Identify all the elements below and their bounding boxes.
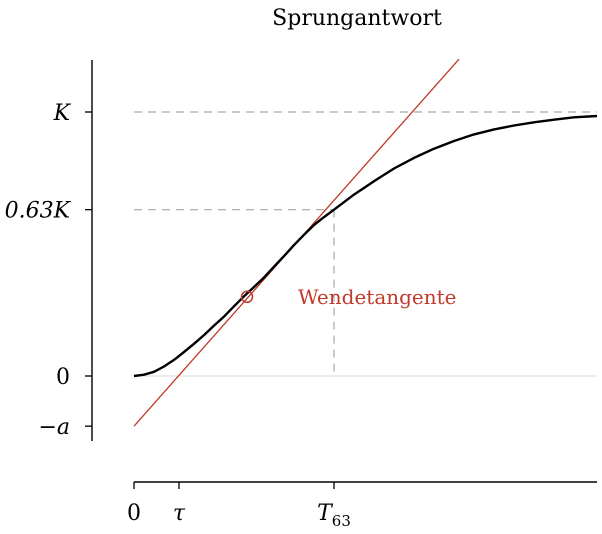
y-tick-label: 0 (56, 365, 70, 390)
x-tick-label: τ (173, 501, 186, 526)
y-tick-label: −a (38, 415, 70, 440)
tangent-annotation: Wendetangente (298, 285, 457, 309)
y-tick-label: K (53, 101, 72, 126)
x-tick-label: T63 (317, 501, 351, 530)
x-tick-label: 0 (127, 501, 141, 526)
chart-title: Sprungantwort (272, 6, 442, 31)
response-curve (133, 114, 598, 378)
y-tick-label: 0.63K (5, 199, 72, 224)
inflection-point (240, 290, 254, 304)
